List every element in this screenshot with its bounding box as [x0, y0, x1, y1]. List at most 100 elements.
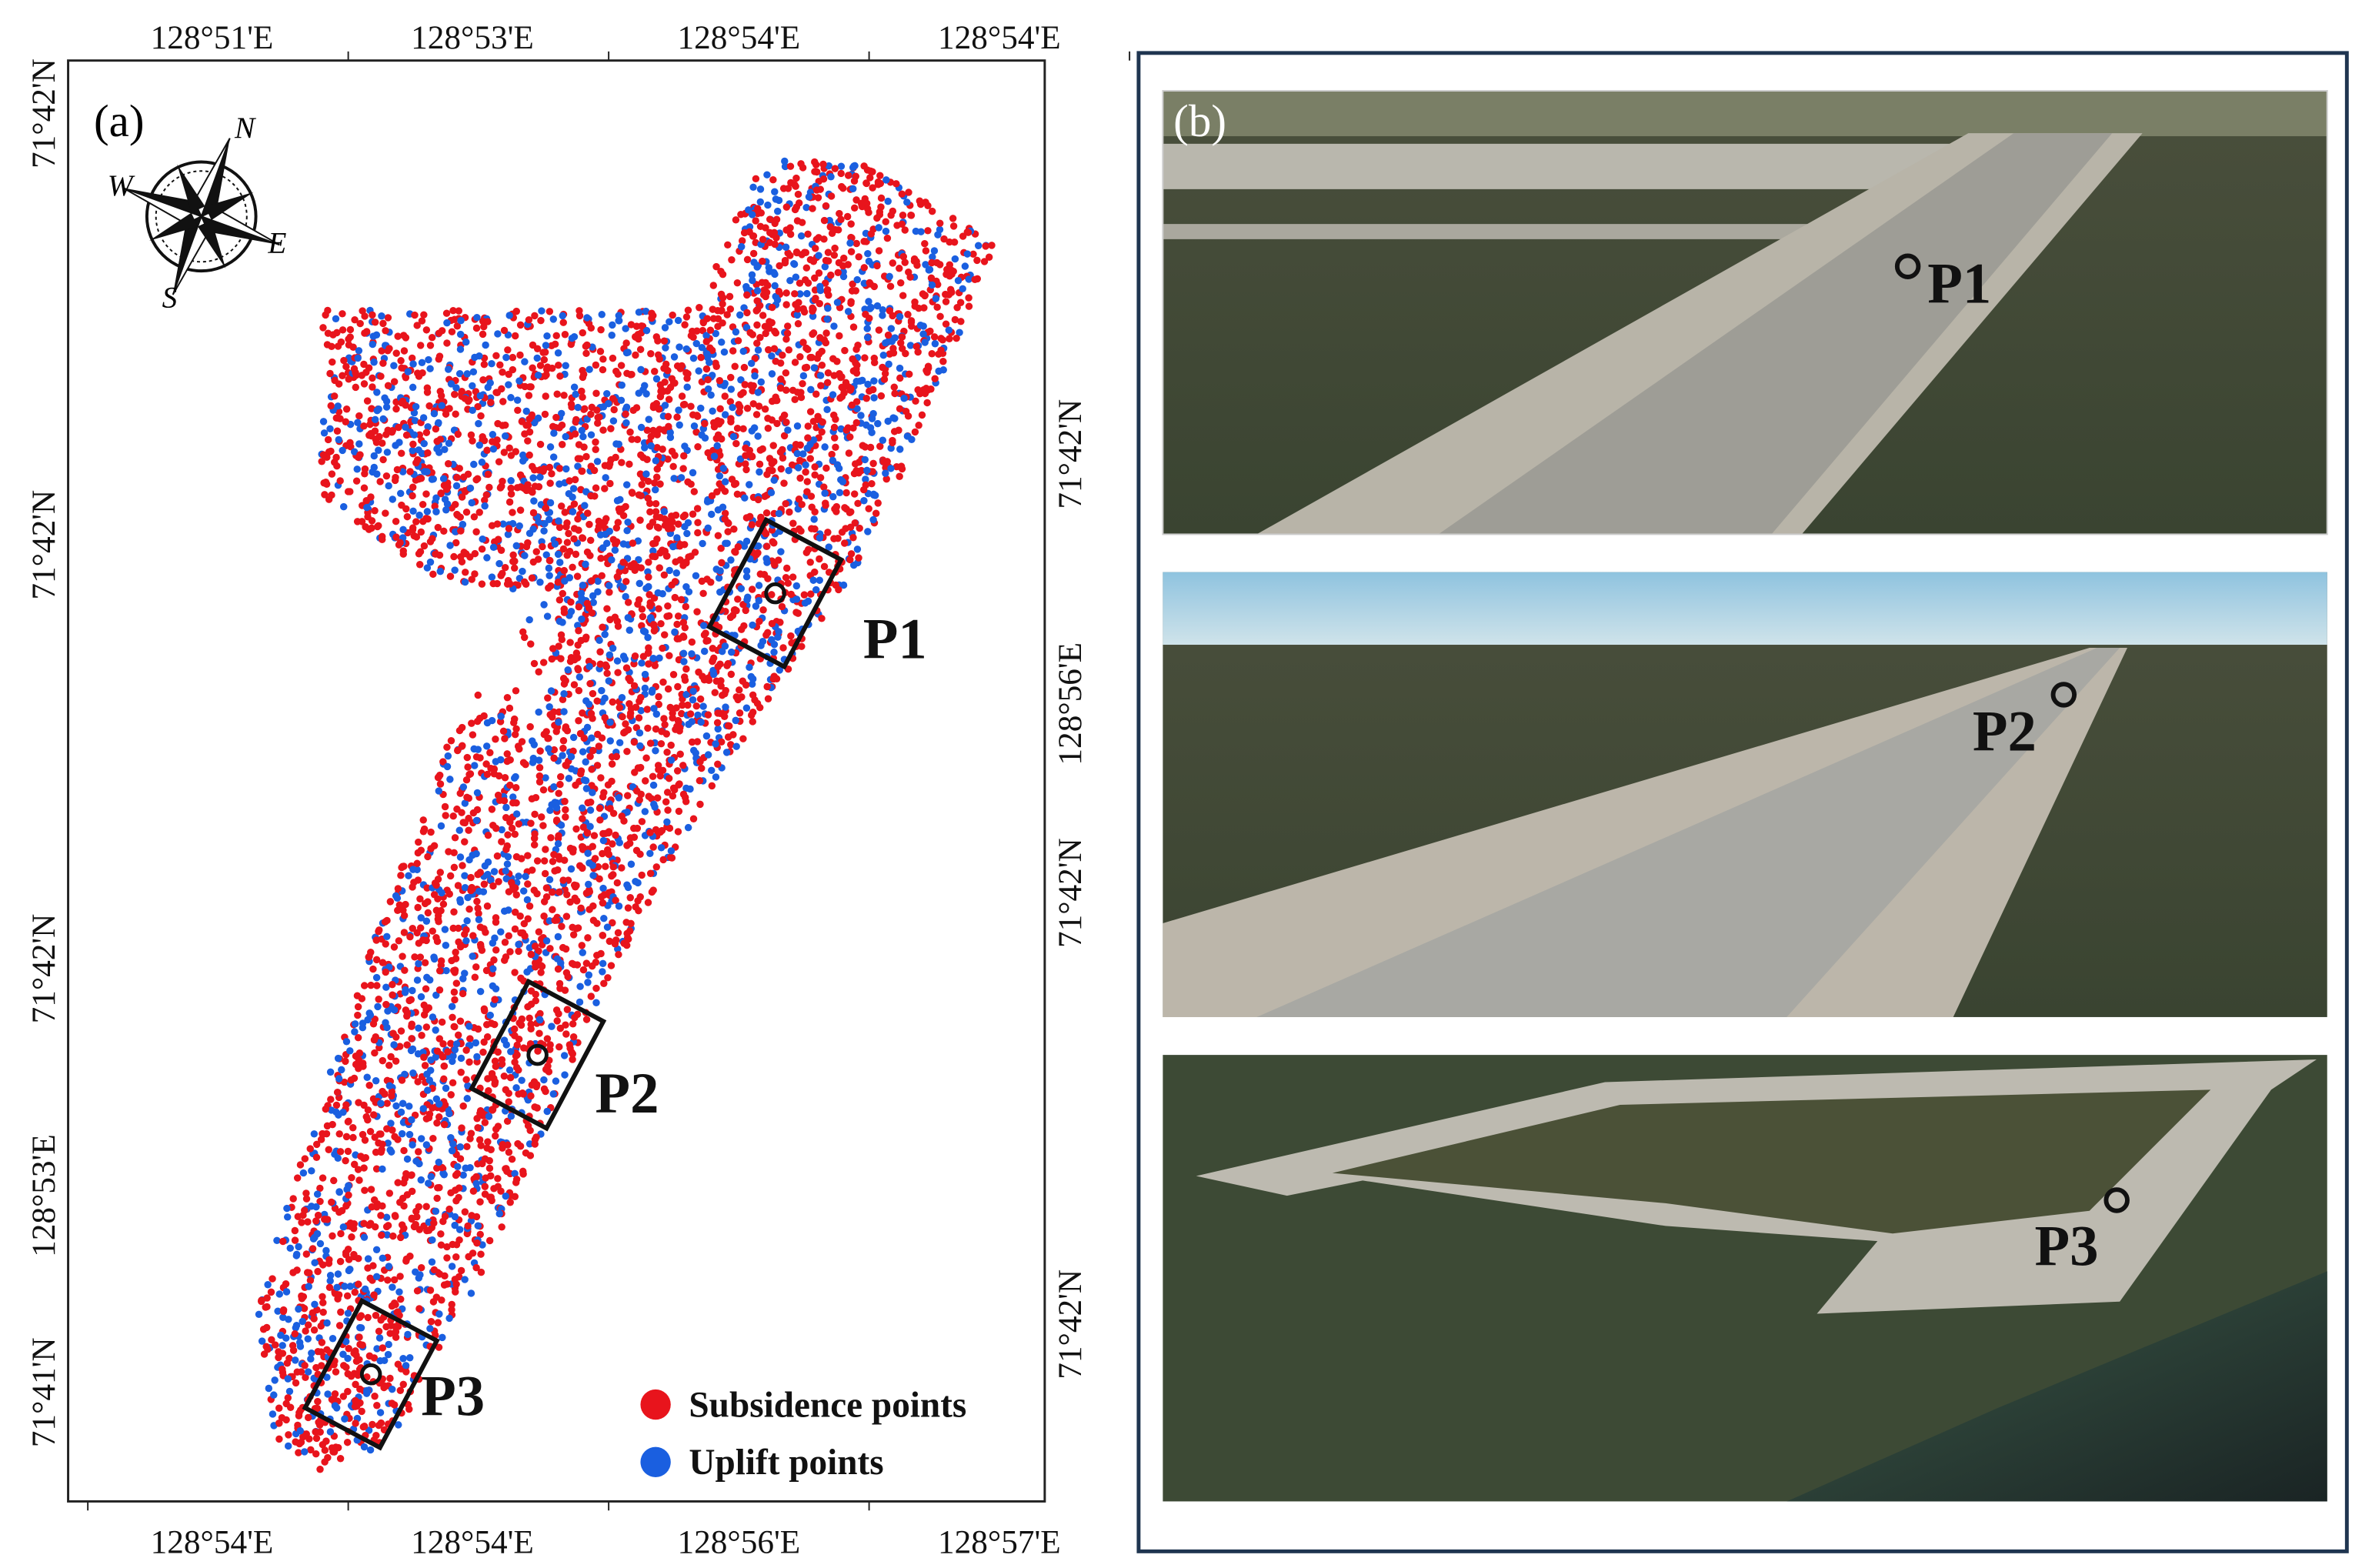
point	[263, 1303, 271, 1311]
point	[548, 1023, 555, 1030]
point	[570, 383, 579, 391]
point	[531, 312, 539, 320]
point	[622, 664, 631, 672]
point	[551, 540, 559, 548]
point	[492, 758, 500, 766]
point	[330, 392, 339, 400]
point	[462, 508, 471, 516]
point	[597, 774, 605, 782]
point	[515, 820, 522, 828]
point	[295, 1449, 302, 1456]
point	[569, 508, 577, 515]
point	[551, 799, 559, 806]
point	[682, 313, 691, 321]
point	[501, 563, 509, 572]
point	[469, 952, 476, 960]
point	[500, 326, 509, 335]
point	[652, 333, 661, 341]
point	[471, 570, 479, 578]
point	[406, 468, 414, 475]
point	[524, 880, 532, 888]
point	[838, 528, 846, 536]
point	[850, 561, 858, 569]
point	[540, 355, 549, 364]
point	[388, 1092, 395, 1100]
point	[669, 542, 677, 551]
point	[703, 498, 712, 505]
point	[612, 440, 620, 448]
point	[579, 432, 587, 441]
point	[811, 508, 819, 516]
point	[660, 508, 669, 515]
point	[422, 1203, 430, 1210]
point	[569, 563, 576, 572]
point	[718, 559, 726, 567]
point	[612, 540, 619, 549]
point	[372, 973, 381, 982]
point	[768, 591, 776, 599]
point	[804, 279, 812, 287]
point	[682, 559, 690, 567]
point	[283, 1359, 292, 1367]
point	[931, 340, 939, 348]
point	[655, 700, 662, 709]
point	[554, 349, 562, 357]
point	[533, 889, 541, 898]
point	[396, 539, 404, 547]
point	[743, 596, 751, 604]
point	[599, 623, 606, 631]
point	[302, 1189, 310, 1197]
point	[375, 1327, 383, 1336]
point	[920, 304, 928, 312]
point	[806, 559, 814, 566]
point	[522, 486, 530, 495]
point	[784, 579, 792, 587]
point	[645, 644, 652, 652]
point	[599, 968, 606, 976]
point	[430, 955, 439, 963]
point	[797, 232, 806, 240]
point	[330, 1176, 338, 1185]
point	[465, 826, 472, 834]
point	[360, 380, 369, 388]
point	[452, 500, 459, 509]
point	[704, 711, 712, 719]
point	[545, 463, 554, 472]
point	[742, 444, 749, 452]
point	[298, 1295, 306, 1303]
point	[562, 761, 569, 769]
point	[458, 742, 466, 750]
point	[492, 736, 499, 743]
point	[382, 327, 389, 335]
point	[467, 431, 475, 439]
point	[323, 1373, 331, 1381]
point	[562, 813, 569, 821]
point	[749, 249, 758, 258]
point	[579, 366, 586, 375]
point	[480, 322, 488, 331]
point	[406, 1354, 414, 1362]
point	[794, 464, 802, 472]
point	[626, 712, 634, 720]
point	[728, 256, 736, 264]
point	[592, 361, 600, 369]
point	[570, 681, 579, 689]
point	[632, 846, 641, 855]
point	[843, 212, 852, 221]
point	[442, 506, 450, 514]
point	[560, 708, 568, 716]
point	[550, 429, 558, 437]
point	[890, 428, 899, 435]
point	[623, 747, 631, 756]
point	[578, 594, 585, 602]
point	[412, 518, 420, 525]
point	[279, 1306, 288, 1314]
point	[519, 457, 527, 465]
point	[596, 648, 604, 656]
point	[421, 1062, 429, 1069]
point	[863, 205, 872, 212]
point	[304, 1218, 312, 1226]
point	[401, 1070, 409, 1079]
point	[550, 746, 558, 754]
